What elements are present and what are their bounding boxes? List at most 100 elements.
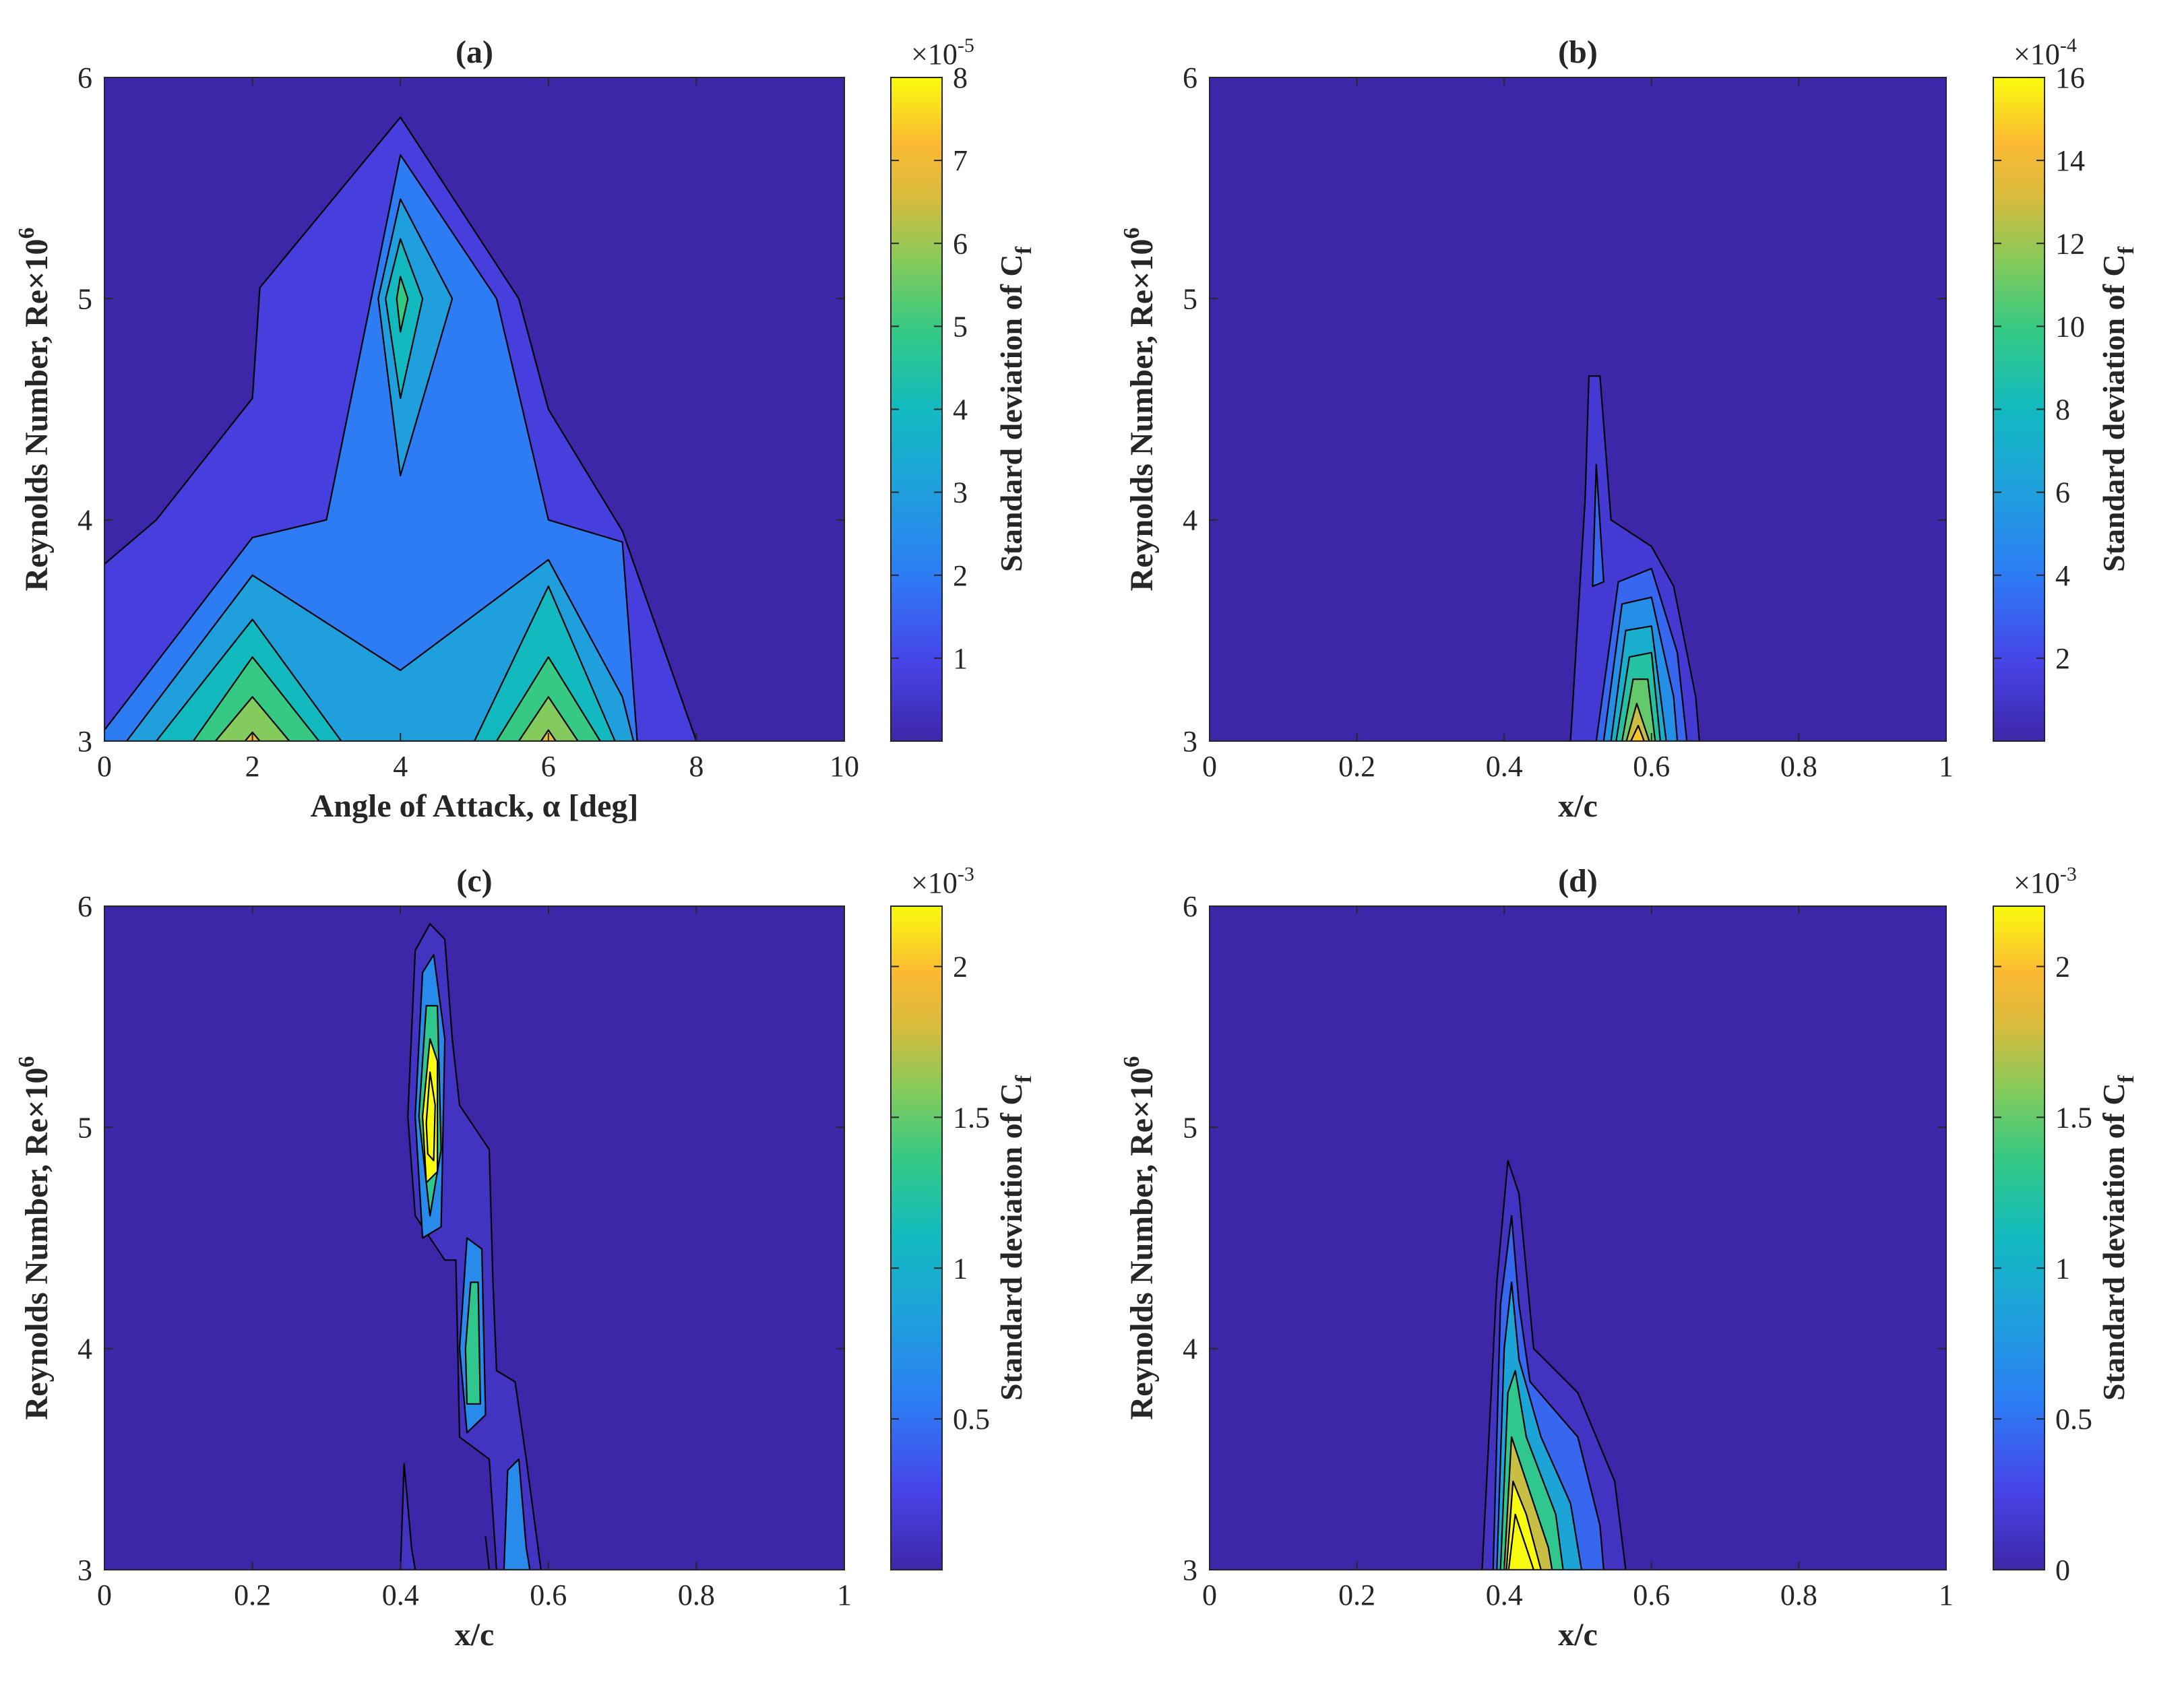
panel-c-contour-level-1 — [485, 1535, 491, 1570]
panel-a-colorbar-tick-label: 4 — [953, 393, 968, 426]
panel-c-xtick-label: 0.6 — [530, 1579, 567, 1612]
panel-a-xlabel: Angle of Attack, α [deg] — [311, 788, 639, 824]
panel-c-colorbar-label-subscript: f — [1011, 1075, 1036, 1083]
panel-c-colorbar-tick-label: 1 — [953, 1252, 968, 1285]
panel-b-colorbar-label-subscript: f — [2114, 246, 2139, 254]
panel-d-colorbar-tick-label: 1.5 — [2055, 1101, 2092, 1134]
panel-a-ytick-label: 5 — [77, 282, 92, 315]
panel-a-contour-level-7 — [192, 656, 320, 741]
panel-a-ylabel: Reynolds Number, Re×106 — [14, 228, 55, 592]
panel-b-xtick-label: 0 — [1202, 750, 1217, 783]
panel-d-ylabel-superscript: 6 — [1119, 1056, 1144, 1068]
panel-d-xtick-label: 0 — [1202, 1579, 1217, 1612]
panel-d-xtick-label: 0.8 — [1780, 1579, 1817, 1612]
panel-a-colorbar-tick-label: 8 — [953, 61, 968, 94]
panel-c-ylabel: Reynolds Number, Re×106 — [14, 1056, 55, 1420]
panel-b-contour-level-7 — [1625, 703, 1650, 741]
panel-a-colorbar-exponent-base: ×10 — [911, 38, 958, 71]
panel-b-xtick-label: 1 — [1939, 750, 1954, 783]
panel-a-contour-level-9 — [396, 276, 409, 333]
panel-c-xtick-label: 0.2 — [234, 1579, 271, 1612]
panel-a-colorbar-tick-label: 3 — [953, 476, 968, 509]
panel-c-ytick-label: 3 — [77, 1554, 92, 1587]
panel-b-ylabel: Reynolds Number, Re×106 — [1119, 228, 1160, 592]
panel-b-xtick-label: 0.8 — [1780, 750, 1817, 783]
panel-d-colorbar-exponent: ×10-3 — [2014, 863, 2077, 899]
panel-a-colorbar-label-subscript: f — [1011, 246, 1036, 254]
panel-c-colorbar-exponent-power: -3 — [958, 863, 974, 885]
panel-c-ytick-label: 5 — [77, 1111, 92, 1144]
panel-a-ylabel-text: Reynolds Number, Re×10 — [19, 239, 55, 592]
panel-b-xtick-label: 0.2 — [1338, 750, 1375, 783]
panel-a-colorbar-tick-label: 2 — [953, 559, 968, 592]
panel-c-colorbar-tick-label: 1.5 — [953, 1101, 990, 1134]
panel-a-title: (a) — [456, 34, 493, 70]
panel-a-colorbar-tick-label: 5 — [953, 310, 968, 343]
panel-b-colorbar-label: Standard deviation of Cf — [2096, 246, 2139, 572]
panel-b-colorbar-tick-label: 14 — [2055, 144, 2085, 177]
panel-c-xtick-label: 0 — [97, 1579, 112, 1612]
panel-a-axes-frame — [104, 77, 845, 742]
panel-c-axes-frame — [104, 905, 845, 1570]
panel-a-colorbar-exponent: ×10-5 — [911, 34, 974, 71]
panel-b-xtick-label: 0.4 — [1486, 750, 1523, 783]
panel-a-colorbar-exponent-power: -5 — [958, 34, 974, 57]
panel-d-colorbar-tick-label: 0.5 — [2055, 1403, 2092, 1436]
panel-d-ylabel: Reynolds Number, Re×106 — [1119, 1056, 1160, 1420]
panel-b-ytick-label: 5 — [1183, 282, 1197, 315]
panel-b-xtick-label: 0.6 — [1633, 750, 1670, 783]
panel-d-contours — [1481, 1159, 1627, 1570]
panel-a-ytick-label: 6 — [77, 61, 92, 94]
panel-b-colorbar-tick-label: 2 — [2055, 642, 2070, 675]
panel-c-ytick-label: 4 — [77, 1333, 92, 1366]
panel-a-xtick-label: 6 — [541, 750, 556, 783]
panel-d-axes-frame — [1209, 905, 1947, 1570]
panel-c-contour-level-9 — [425, 1071, 436, 1161]
panel-b-colorbar-exponent-power: -4 — [2060, 34, 2077, 57]
panel-a-ylabel-superscript: 6 — [14, 228, 39, 239]
panel-b: 0 0.2 0.4 0.6 0.8 1 3 4 5 6 (b) x/c Reynolds Number,… — [1119, 34, 2139, 824]
panel-c-title: (c) — [456, 863, 492, 899]
panel-d-colorbar-tick-label: 1 — [2055, 1252, 2070, 1285]
panel-d-ytick-label: 6 — [1183, 890, 1197, 923]
panel-a-colorbar-tick-label: 6 — [953, 227, 968, 260]
panel-d-colorbar-tick-label: 0 — [2055, 1554, 2070, 1587]
panel-d-xtick-label: 0.2 — [1338, 1579, 1375, 1612]
panel-c-contour-level-7 — [464, 1281, 481, 1405]
panel-b-ytick-label: 6 — [1183, 61, 1197, 94]
panel-d-colorbar — [1993, 905, 2045, 1570]
panel-c-colorbar-tick-label: 2 — [953, 951, 968, 984]
panel-d-title: (d) — [1558, 863, 1598, 899]
panel-a-xtick-label: 4 — [393, 750, 408, 783]
panel-a-contour-level-11 — [518, 696, 579, 741]
panel-c-contours — [400, 923, 542, 1570]
panel-c-xtick-label: 0.4 — [382, 1579, 419, 1612]
panel-d-ylabel-text: Reynolds Number, Re×10 — [1124, 1068, 1160, 1420]
panel-b-axes-frame — [1209, 77, 1947, 742]
panel-b-colorbar-tick-label: 4 — [2055, 559, 2070, 592]
panel-a: 0 2 4 6 8 10 3 4 5 6 (a) Angle of Attack, α [deg] Re… — [14, 34, 1036, 824]
panel-c-colorbar-exponent-base: ×10 — [911, 866, 958, 899]
panel-b-ytick-label: 3 — [1183, 725, 1197, 758]
panel-b-ytick-label: 4 — [1183, 504, 1197, 537]
panel-a-ytick-label: 3 — [77, 725, 92, 758]
panel-c-xtick-label: 1 — [837, 1579, 852, 1612]
panel-b-colorbar-tick-label: 16 — [2055, 61, 2085, 94]
panel-d-colorbar-exponent-base: ×10 — [2014, 866, 2060, 899]
panel-a-xtick-label: 8 — [689, 750, 704, 783]
panel-b-colorbar-tick-label: 8 — [2055, 393, 2070, 426]
panel-d-xtick-label: 1 — [1939, 1579, 1954, 1612]
panel-d-colorbar-tick-label: 2 — [2055, 951, 2070, 984]
panel-c-ytick-label: 6 — [77, 890, 92, 923]
panel-d-ytick-label: 5 — [1183, 1111, 1197, 1144]
panel-c: 0 0.2 0.4 0.6 0.8 1 3 4 5 6 (c) x/c Reynolds Number,… — [14, 863, 1036, 1653]
panel-a-ytick-label: 4 — [77, 504, 92, 537]
panel-c-colorbar-exponent: ×10-3 — [911, 863, 974, 899]
panel-d-colorbar-label: Standard deviation of Cf — [2096, 1075, 2139, 1401]
panel-c-colorbar — [890, 905, 943, 1570]
panel-b-colorbar-exponent-base: ×10 — [2014, 38, 2060, 71]
panel-c-colorbar-label-text: Standard deviation of C — [994, 1083, 1028, 1401]
panel-b-contours — [1569, 375, 1700, 741]
panel-b-colorbar-tick-label: 12 — [2055, 227, 2085, 260]
panel-b-ylabel-superscript: 6 — [1119, 228, 1144, 239]
